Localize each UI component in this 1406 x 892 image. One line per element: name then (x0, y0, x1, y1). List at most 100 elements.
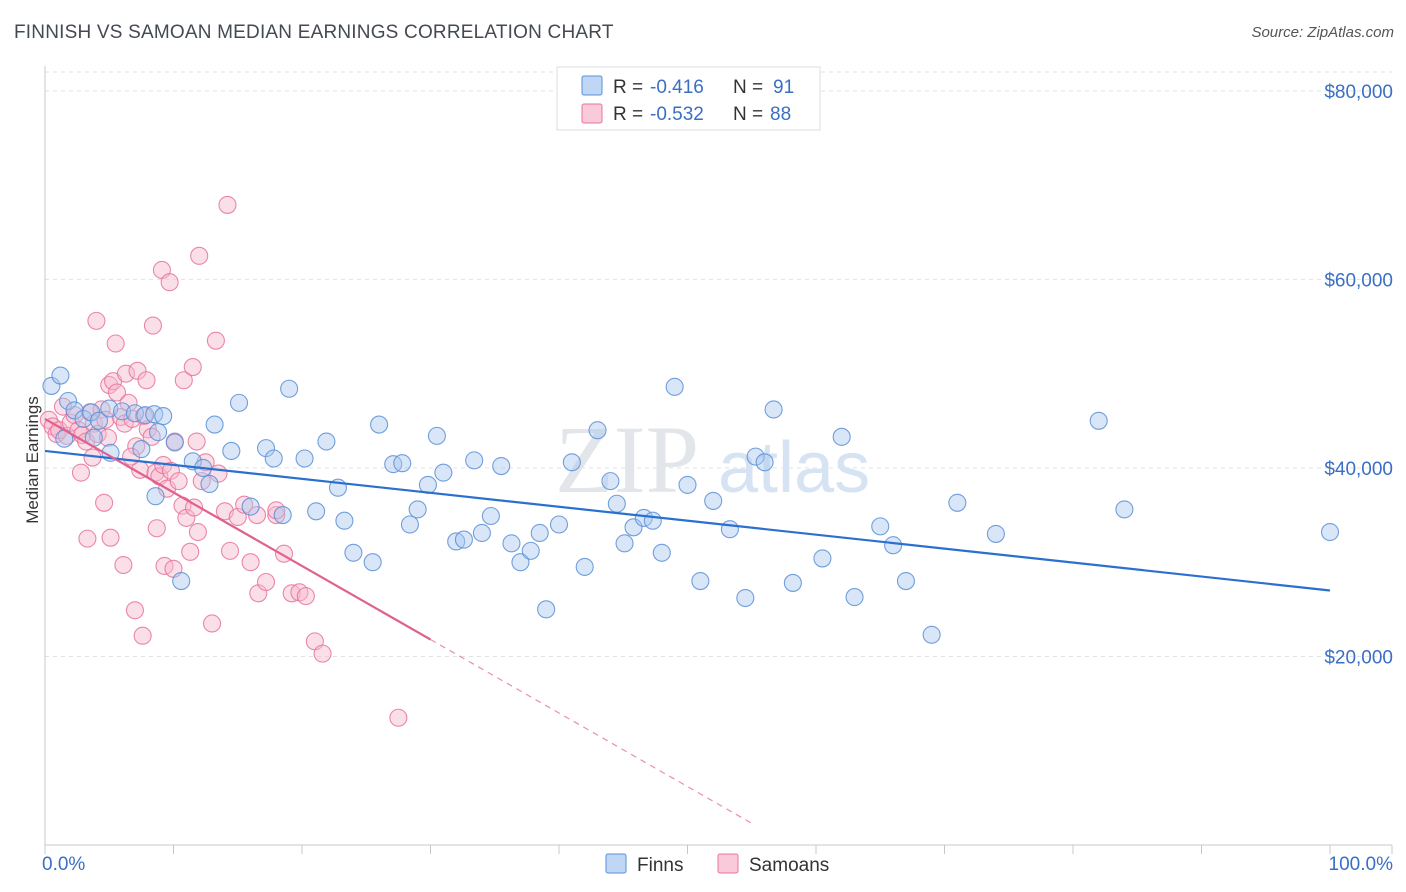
finns-point (665, 377, 684, 396)
finns-point (472, 523, 491, 543)
samoans-point (169, 472, 188, 491)
samoans-point (133, 626, 152, 645)
finns-point (720, 520, 739, 539)
samoans-point (389, 708, 408, 727)
bottom-legend: Finns Samoans (605, 853, 829, 876)
finns-point (132, 440, 151, 459)
samoans-point (96, 410, 115, 429)
samoans-point (78, 529, 97, 548)
finns-point (149, 423, 168, 442)
finns-point (74, 409, 93, 428)
samoans-point (181, 542, 200, 561)
samoans-point (137, 371, 156, 390)
bottom-legend-samoans-label: Samoans (749, 855, 829, 876)
finns-point (615, 534, 634, 553)
samoans-point (106, 334, 125, 353)
finns-point (1320, 522, 1340, 542)
watermark-zip: ZIP (555, 406, 699, 513)
trend-lines (44, 417, 1331, 824)
finns-point (363, 553, 382, 572)
finns-point (643, 511, 662, 530)
samoans-point (206, 331, 225, 350)
samoans-point (116, 364, 136, 383)
samoans-point (203, 614, 222, 633)
y-tick-label-0: $20,000 (1324, 647, 1393, 668)
x-tick-label-1: 100.0% (1329, 854, 1394, 875)
samoans-point (235, 495, 254, 514)
finns-point (704, 491, 723, 510)
samoans-point (282, 584, 301, 603)
legend-finns-n: 91 (773, 77, 794, 98)
samoans-point (174, 371, 193, 390)
finns-point (370, 415, 389, 434)
finns-point (746, 447, 765, 466)
samoans-point (98, 428, 118, 447)
samoans-point (313, 644, 332, 663)
samoans-point (267, 506, 286, 525)
finns-point (521, 541, 540, 560)
finns-point (537, 600, 556, 619)
watermark-atlas: atlas (718, 428, 870, 508)
finns-point (502, 534, 521, 553)
samoans-point (296, 587, 315, 606)
finns-point (42, 376, 61, 395)
finns-point (241, 497, 260, 516)
finns-point (601, 472, 620, 491)
samoans-point (87, 311, 106, 330)
samoans-point (160, 273, 179, 292)
bottom-legend-finns-label: Finns (637, 855, 683, 876)
finns-trend-line (44, 449, 1331, 592)
legend-finns-n-label: N = (733, 77, 763, 98)
finns-point (205, 415, 224, 434)
finns-point (871, 517, 890, 536)
samoans-point (188, 522, 207, 542)
finns-point (986, 524, 1005, 543)
y-axis-label: Median Earnings (23, 396, 42, 524)
samoans-point (183, 358, 202, 377)
samoans-point (241, 553, 260, 572)
finns-point (172, 571, 191, 591)
finns-point (884, 536, 903, 555)
legend-samoans-r-label: R = (613, 104, 643, 125)
y-tick-label-2: $60,000 (1324, 270, 1393, 291)
samoans-point (143, 316, 162, 335)
finns-point (492, 456, 511, 476)
legend-samoans-n: 88 (770, 104, 791, 125)
legend-finns-swatch (581, 75, 603, 96)
finns-point (652, 543, 671, 562)
samoans-point (190, 246, 209, 265)
finns-point (607, 494, 626, 513)
legend-samoans-swatch (581, 103, 603, 124)
finns-point (465, 451, 484, 470)
legend: R = -0.416 N = 91 R = -0.532 N = 88 (556, 66, 821, 131)
samoans-point (71, 463, 91, 482)
finns-point (280, 379, 299, 398)
finns-point (588, 421, 607, 440)
samoans-point (187, 432, 206, 451)
chart-title: FINNISH VS SAMOAN MEDIAN EARNINGS CORREL… (14, 22, 614, 43)
finns-point (335, 511, 354, 530)
samoans-point (161, 461, 180, 480)
legend-finns-r: -0.416 (650, 77, 704, 98)
samoans-point (92, 400, 111, 419)
axes (44, 66, 1392, 846)
finns-point (59, 391, 78, 411)
finns-point (264, 449, 283, 468)
finns-point (1089, 411, 1108, 430)
finns-point (896, 571, 916, 591)
samoans-trend-line (44, 417, 432, 641)
finns-point (200, 474, 219, 494)
legend-samoans-r: -0.532 (650, 104, 704, 125)
finns-point (511, 553, 530, 572)
finns-point (832, 427, 851, 446)
samoans-point (177, 508, 196, 527)
finns-point (222, 441, 241, 461)
finns-point (691, 571, 710, 591)
legend-finns-r-label: R = (613, 77, 643, 98)
finns-point (427, 426, 446, 445)
finns-point (948, 493, 967, 512)
finns-point (481, 506, 500, 526)
source-note: Source: ZipAtlas.com (1251, 24, 1394, 41)
finns-point (922, 625, 941, 644)
finns-point (575, 557, 594, 576)
